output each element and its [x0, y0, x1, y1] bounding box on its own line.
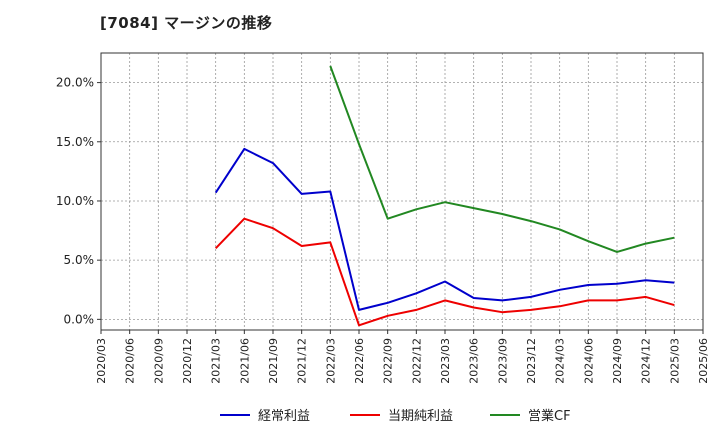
grid: [101, 53, 703, 330]
x-tick-label: 2023/09: [496, 338, 509, 384]
x-tick-label: 2024/06: [582, 338, 595, 384]
chart-title: [7084] マージンの推移: [100, 14, 273, 32]
x-tick-label: 2020/03: [95, 338, 108, 384]
x-tick-label: 2021/03: [210, 338, 223, 384]
x-tick-label: 2024/12: [640, 338, 653, 384]
x-tick-label: 2023/03: [439, 338, 452, 384]
series-line-2: [214, 217, 675, 327]
x-tick-label: 2021/06: [238, 338, 251, 384]
series-line-1: [214, 147, 675, 311]
x-tick-label: 2022/09: [382, 338, 395, 384]
series-line-3: [329, 65, 675, 253]
y-tick-label: 5.0%: [64, 253, 95, 267]
x-tick-label: 2024/03: [554, 338, 567, 384]
series-layer: [214, 65, 675, 327]
x-tick-label: 2021/12: [296, 338, 309, 384]
x-tick-label: 2022/12: [410, 338, 423, 384]
plot-area: [100, 52, 704, 331]
x-tick-label: 2023/12: [525, 338, 538, 384]
y-tick-label: 15.0%: [56, 135, 94, 149]
legend-label-2: 当期純利益: [388, 409, 453, 424]
x-tick-label: 2020/09: [152, 338, 165, 384]
y-axis: 0.0% 5.0% 10.0% 15.0% 20.0%: [56, 76, 101, 326]
x-tick-label: 2022/06: [353, 338, 366, 384]
x-tick-label: 2025/03: [668, 338, 681, 384]
y-tick-label: 20.0%: [56, 76, 94, 90]
x-tick-label: 2021/09: [267, 338, 280, 384]
x-tick-label: 2023/06: [468, 338, 481, 384]
y-tick-label: 10.0%: [56, 194, 94, 208]
x-tick-label: 2025/06: [697, 338, 710, 384]
legend-label-3: 営業CF: [528, 408, 571, 424]
x-tick-label: 2024/09: [611, 338, 624, 384]
x-tick-label: 2022/03: [324, 338, 337, 384]
x-tick-label: 2020/06: [124, 338, 137, 384]
y-tick-label: 0.0%: [64, 312, 95, 326]
legend: 経常利益 当期純利益 営業CF: [220, 408, 571, 424]
legend-label-1: 経常利益: [258, 409, 310, 424]
x-axis: 2020/03 2020/06 2020/09 2020/12 2021/03 2021/…: [95, 330, 710, 384]
x-tick-label: 2020/12: [181, 338, 194, 384]
